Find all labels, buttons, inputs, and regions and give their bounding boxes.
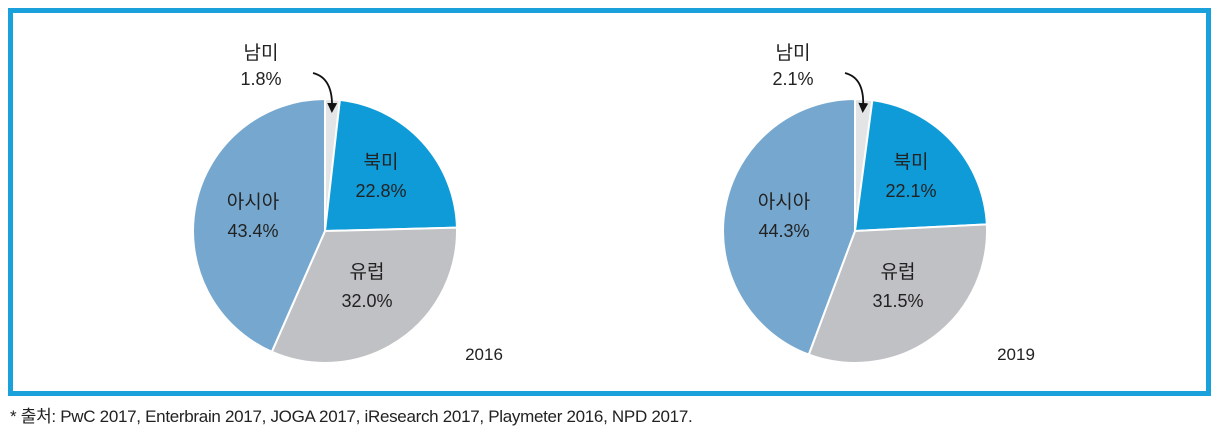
pie-slice-북미 [323, 98, 458, 233]
slice-name-label: 유럽 [350, 261, 385, 283]
pie-slice-유럽 [270, 226, 458, 364]
slice-value-label: 31.5% [872, 291, 923, 311]
slice-value-label: 22.1% [885, 181, 936, 201]
slice-name-label: 북미 [894, 151, 929, 173]
pie-chart-2016: 남미 1.8% 북미 22.8% 유럽 32.0% 아시아 43.4% 2016 [192, 42, 503, 364]
slice-value-label: 2.1% [772, 69, 813, 89]
slice-name-label: 아시아 [758, 191, 810, 213]
slice-name-label: 북미 [364, 151, 399, 173]
pie-slice-유럽 [807, 223, 988, 364]
slice-name-label: 아시아 [227, 191, 279, 213]
pie-slice-아시아 [192, 97, 326, 354]
year-label: 2016 [465, 345, 503, 364]
year-label: 2019 [997, 345, 1035, 364]
slice-value-label: 1.8% [240, 69, 281, 89]
slice-value-label: 44.3% [758, 221, 809, 241]
pie-chart-2019: 남미 2.1% 북미 22.1% 유럽 31.5% 아시아 44.3% 2019 [722, 42, 1035, 364]
pie-slice-북미 [853, 99, 988, 233]
slice-name-label: 유럽 [881, 261, 916, 283]
pointer-arrow-icon [312, 72, 338, 113]
source-note: * 출처: PwC 2017, Enterbrain 2017, JOGA 20… [10, 407, 693, 426]
pie-charts-canvas: 남미 1.8% 북미 22.8% 유럽 32.0% 아시아 43.4% 2016 남미 2.1% 북미… [192, 42, 1035, 364]
pointer-arrow-icon [844, 72, 869, 113]
chart-frame: 남미 1.8% 북미 22.8% 유럽 32.0% 아시아 43.4% 2016 남미 2.1% 북미… [8, 8, 1211, 396]
slice-value-label: 43.4% [227, 221, 278, 241]
slice-value-label: 22.8% [355, 181, 406, 201]
pie-slice-아시아 [722, 97, 856, 356]
slice-name-label: 남미 [244, 42, 279, 64]
slice-name-label: 남미 [776, 42, 811, 64]
slice-value-label: 32.0% [341, 291, 392, 311]
